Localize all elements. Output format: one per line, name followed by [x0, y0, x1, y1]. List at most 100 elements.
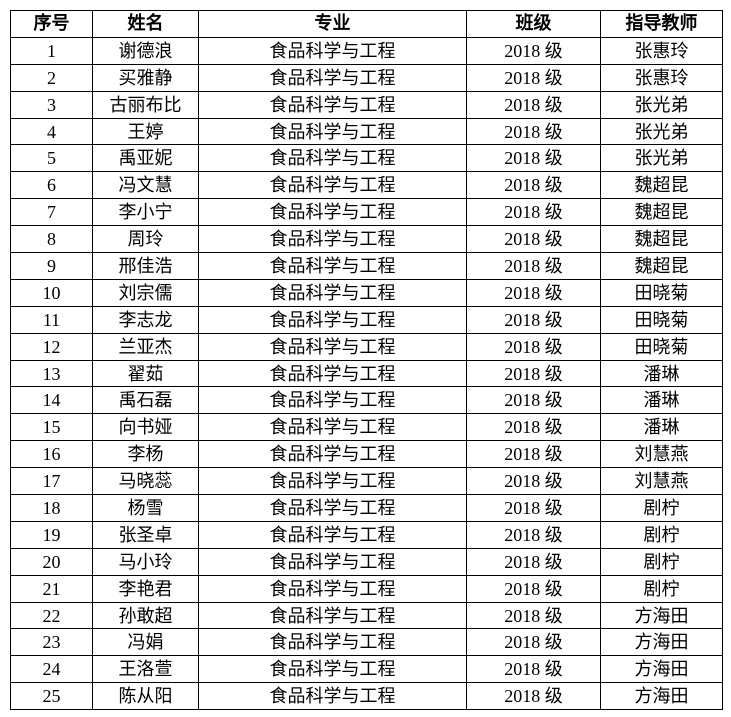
table-row: 6 冯文慧 食品科学与工程 2018 级魏超昆 [10, 171, 723, 200]
table-cell: 13 [10, 359, 93, 388]
table-row: 21 李艳君 食品科学与工程 2018 级剧柠 [10, 574, 723, 603]
table-cell: 刘慧燕 [600, 467, 723, 496]
table-cell: 食品科学与工程 [198, 386, 467, 415]
table-cell: 食品科学与工程 [198, 117, 467, 146]
table-cell: 2018 级 [466, 144, 601, 173]
table-cell: 田晓菊 [600, 332, 723, 361]
table-cell: 23 [10, 628, 93, 657]
header-row: 序号 姓名 专业 班级 指导教师 [10, 10, 723, 38]
table-cell: 食品科学与工程 [198, 574, 467, 603]
table-cell: 20 [10, 547, 93, 576]
table-cell: 方海田 [600, 628, 723, 657]
table-cell: 2018 级 [466, 520, 601, 549]
table-cell: 11 [10, 305, 93, 334]
table-row: 16 李杨 食品科学与工程 2018 级刘慧燕 [10, 440, 723, 469]
table-cell: 2018 级 [466, 413, 601, 442]
table-cell: 16 [10, 440, 93, 469]
table-cell: 魏超昆 [600, 225, 723, 254]
table-cell: 食品科学与工程 [198, 332, 467, 361]
table-cell: 2 [10, 63, 93, 92]
table-cell: 向书娅 [92, 413, 199, 442]
table-cell: 魏超昆 [600, 252, 723, 280]
table-cell: 王洛萱 [92, 655, 199, 684]
table-cell: 李艳君 [92, 574, 199, 603]
table-cell: 22 [10, 601, 93, 630]
table-cell: 9 [10, 252, 93, 280]
table-cell: 谢德浪 [92, 36, 199, 65]
table-cell: 2018 级 [466, 601, 601, 630]
table-cell: 2018 级 [466, 225, 601, 254]
table-cell: 食品科学与工程 [198, 90, 467, 119]
table-cell: 8 [10, 225, 93, 254]
table-cell: 食品科学与工程 [198, 36, 467, 65]
table-cell: 马晓蕊 [92, 467, 199, 496]
table-cell: 张光弟 [600, 117, 723, 146]
table-cell: 食品科学与工程 [198, 278, 467, 307]
table-cell: 食品科学与工程 [198, 655, 467, 684]
table-row: 4 王婷 食品科学与工程 2018 级张光弟 [10, 117, 723, 146]
header-cell: 序号 [10, 10, 93, 38]
table-cell: 2018 级 [466, 574, 601, 603]
table-cell: 4 [10, 117, 93, 146]
table-cell: 马小玲 [92, 547, 199, 576]
table-cell: 方海田 [600, 682, 723, 711]
table-row: 7 李小宁 食品科学与工程 2018 级魏超昆 [10, 198, 723, 227]
table-cell: 2018 级 [466, 117, 601, 146]
table-cell: 食品科学与工程 [198, 359, 467, 388]
table-row: 12 兰亚杰 食品科学与工程 2018 级田晓菊 [10, 332, 723, 361]
table-cell: 魏超昆 [600, 171, 723, 200]
table-cell: 2018 级 [466, 63, 601, 92]
table-cell: 古丽布比 [92, 90, 199, 119]
table-cell: 张圣卓 [92, 520, 199, 549]
table-cell: 2018 级 [466, 359, 601, 388]
table-cell: 买雅静 [92, 63, 199, 92]
table-row: 3 古丽布比 食品科学与工程 2018 级张光弟 [10, 90, 723, 119]
table-cell: 刘慧燕 [600, 440, 723, 469]
table-cell: 田晓菊 [600, 278, 723, 307]
table-cell: 食品科学与工程 [198, 440, 467, 469]
table-cell: 食品科学与工程 [198, 547, 467, 576]
table-cell: 兰亚杰 [92, 332, 199, 361]
table-cell: 2018 级 [466, 494, 601, 522]
table-cell: 食品科学与工程 [198, 494, 467, 522]
table-cell: 2018 级 [466, 682, 601, 711]
table-cell: 食品科学与工程 [198, 252, 467, 280]
header-cell: 班级 [466, 10, 601, 38]
table-row: 25 陈从阳 食品科学与工程 2018 级方海田 [10, 682, 723, 711]
table-cell: 食品科学与工程 [198, 225, 467, 254]
table-cell: 2018 级 [466, 547, 601, 576]
table-cell: 2018 级 [466, 305, 601, 334]
table-cell: 冯文慧 [92, 171, 199, 200]
table-cell: 食品科学与工程 [198, 63, 467, 92]
table-cell: 张光弟 [600, 144, 723, 173]
table-cell: 24 [10, 655, 93, 684]
table-row: 18 杨雪 食品科学与工程 2018 级剧柠 [10, 494, 723, 522]
table-cell: 张光弟 [600, 90, 723, 119]
table-cell: 2018 级 [466, 440, 601, 469]
table-row: 22 孙敢超 食品科学与工程 2018 级方海田 [10, 601, 723, 630]
header-cell: 指导教师 [600, 10, 723, 38]
table-cell: 5 [10, 144, 93, 173]
table-cell: 食品科学与工程 [198, 198, 467, 227]
table-cell: 邢佳浩 [92, 252, 199, 280]
table-cell: 剧柠 [600, 547, 723, 576]
table-cell: 方海田 [600, 601, 723, 630]
table-cell: 2018 级 [466, 628, 601, 657]
table-cell: 剧柠 [600, 520, 723, 549]
table-row: 17 马晓蕊 食品科学与工程 2018 级刘慧燕 [10, 467, 723, 496]
table-cell: 2018 级 [466, 36, 601, 65]
table-cell: 2018 级 [466, 171, 601, 200]
table-cell: 李志龙 [92, 305, 199, 334]
table-row: 13 翟茹 食品科学与工程 2018 级潘琳 [10, 359, 723, 388]
student-table: 序号 姓名 专业 班级 指导教师 1 谢德浪 食品科学与工程 2018 级张惠玲 2 买雅静 食品科… [10, 10, 723, 711]
table-row: 14 禹石磊 食品科学与工程 2018 级潘琳 [10, 386, 723, 415]
table-cell: 2018 级 [466, 198, 601, 227]
table-cell: 2018 级 [466, 655, 601, 684]
table-cell: 禹石磊 [92, 386, 199, 415]
table-cell: 7 [10, 198, 93, 227]
table-cell: 孙敢超 [92, 601, 199, 630]
table-row: 23 冯娟 食品科学与工程 2018 级方海田 [10, 628, 723, 657]
table-cell: 19 [10, 520, 93, 549]
table-row: 9 邢佳浩 食品科学与工程 2018 级魏超昆 [10, 252, 723, 280]
